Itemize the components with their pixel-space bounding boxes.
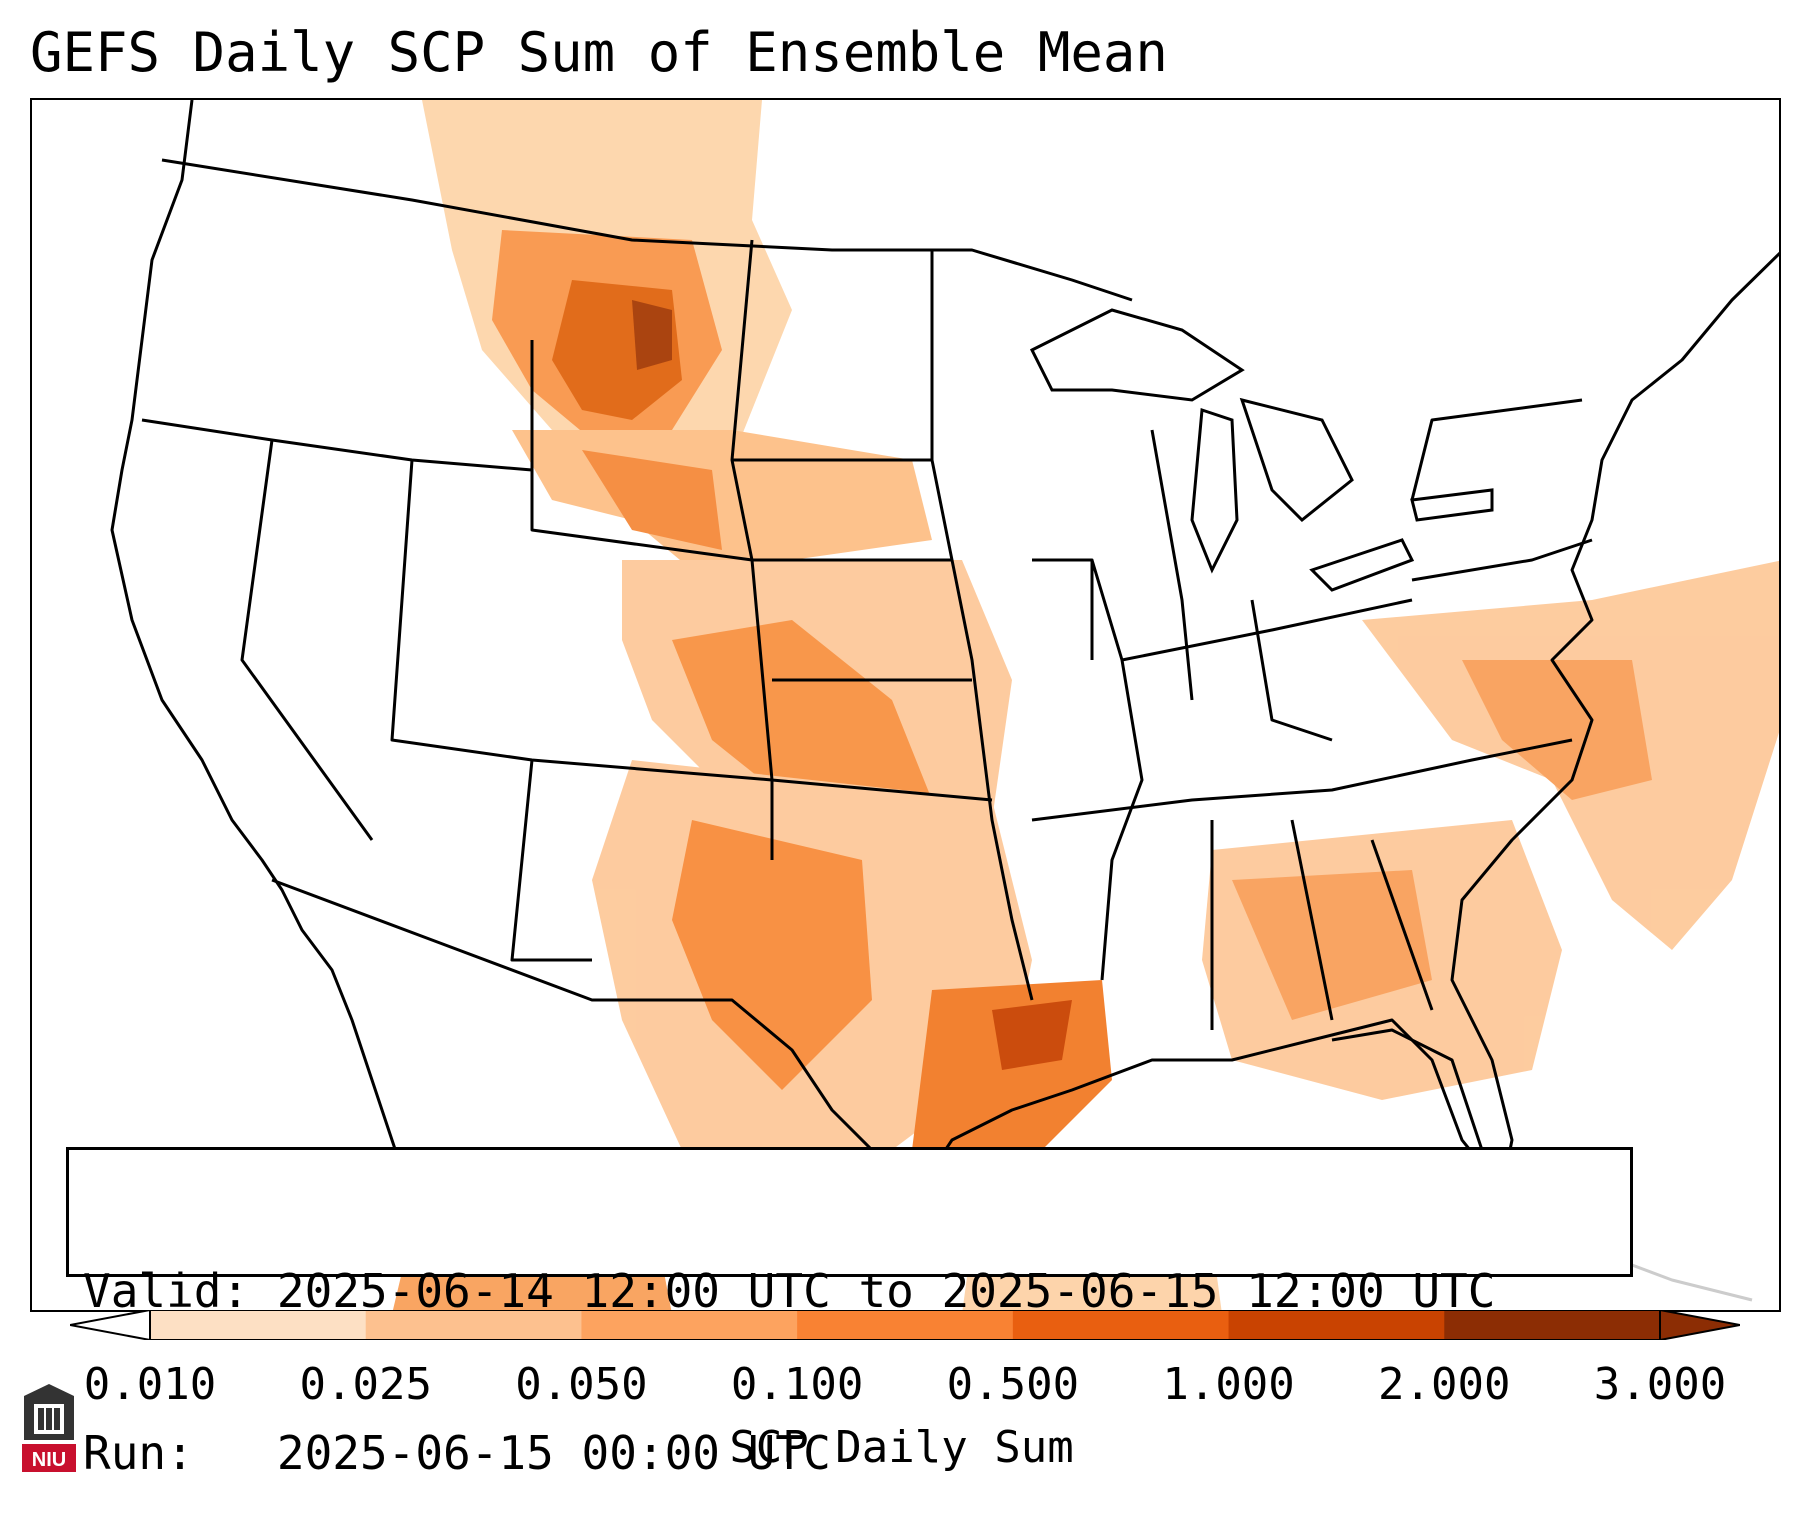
state-line-13 xyxy=(1090,559,1144,981)
colorbar-tick-label: 1.000 xyxy=(1162,1359,1295,1410)
shade-plains-mid xyxy=(672,620,932,820)
colorbar-label: SCP Daily Sum xyxy=(729,1422,1074,1473)
map-panel xyxy=(30,98,1781,1312)
map-title: GEFS Daily SCP Sum of Ensemble Mean xyxy=(30,21,1168,84)
us-coastline-west xyxy=(110,100,414,1201)
state-line-3 xyxy=(390,459,773,782)
state-line-2 xyxy=(530,340,753,562)
shade-montana-core xyxy=(632,300,672,370)
us-coastline-east xyxy=(890,251,1779,1261)
colorbar-tick-label: 0.010 xyxy=(83,1359,217,1410)
valid-row: Valid: 2025-06-14 12:00 UTC to 2025-06-1… xyxy=(83,1264,1630,1318)
colorbar-segment xyxy=(1444,1310,1661,1340)
state-line-9 xyxy=(771,778,993,802)
run-row: Run: 2025-06-15 00:00 UTC xyxy=(83,1426,1630,1480)
valid-label: Valid: xyxy=(83,1264,250,1318)
florida xyxy=(1331,1028,1494,1181)
colorbar-segment xyxy=(797,1310,1014,1340)
colorbar-segment xyxy=(365,1310,582,1340)
lake-huron xyxy=(1239,397,1354,523)
state-line-16 xyxy=(1290,819,1334,1021)
colorbar-segment xyxy=(581,1310,798,1340)
colorbar-segments xyxy=(150,1310,1661,1340)
state-line-12 xyxy=(1031,738,1573,822)
colorbar-min-extension xyxy=(70,1310,151,1340)
svg-text:NIU: NIU xyxy=(32,1449,66,1471)
state-line-1 xyxy=(141,418,533,472)
canada-border xyxy=(161,158,1133,302)
state-line-22 xyxy=(1250,599,1333,742)
lake-superior xyxy=(1029,308,1245,402)
colorbar-tick-label: 0.050 xyxy=(515,1359,648,1410)
state-line-14 xyxy=(1121,598,1413,662)
lake-erie xyxy=(1309,538,1415,592)
lake-ontario xyxy=(1410,488,1494,522)
state-line-19 xyxy=(1410,398,1583,501)
colorbar-tick-label: 0.100 xyxy=(730,1359,864,1410)
run-info-box: Valid: 2025-06-14 12:00 UTC to 2025-06-1… xyxy=(66,1147,1633,1480)
colorbar-tick-label: 3.000 xyxy=(1593,1359,1727,1410)
map-canvas xyxy=(110,100,1779,1310)
shade-wyoming xyxy=(512,430,932,570)
state-line-20 xyxy=(1150,429,1194,701)
shade-texas-mid xyxy=(672,820,872,1090)
niu-logo: NIU xyxy=(22,1384,76,1472)
colorbar xyxy=(70,1310,1740,1340)
boundaries xyxy=(110,100,1779,1302)
state-line-21 xyxy=(1032,558,1094,660)
shade-midatlantic-mid xyxy=(1462,660,1652,800)
run-value: 2025-06-15 00:00 UTC xyxy=(276,1426,831,1480)
lake-michigan xyxy=(1190,407,1239,574)
state-line-10 xyxy=(510,759,592,962)
scp-shading xyxy=(392,100,1779,1310)
colorbar-tick-label: 0.500 xyxy=(946,1359,1080,1410)
state-line-11 xyxy=(240,439,374,841)
colorbar-tick-label: 2.000 xyxy=(1378,1359,1511,1410)
colorbar-max-extension xyxy=(1659,1310,1740,1340)
state-line-17 xyxy=(1370,839,1434,1011)
colorbar-segment xyxy=(1228,1310,1445,1340)
colorbar-segment xyxy=(1012,1310,1230,1340)
colorbar-segment xyxy=(150,1310,367,1340)
great-lakes xyxy=(1029,308,1494,592)
shade-wyoming-mid xyxy=(582,450,722,550)
state-line-18 xyxy=(1411,538,1593,582)
shade-southeast-mid xyxy=(1232,870,1432,1020)
run-label: Run: xyxy=(83,1426,194,1480)
valid-value: 2025-06-14 12:00 UTC to 2025-06-15 12:00… xyxy=(276,1264,1496,1318)
colorbar-tick-label: 0.025 xyxy=(299,1359,432,1410)
shade-gulf-dark xyxy=(992,1000,1072,1070)
